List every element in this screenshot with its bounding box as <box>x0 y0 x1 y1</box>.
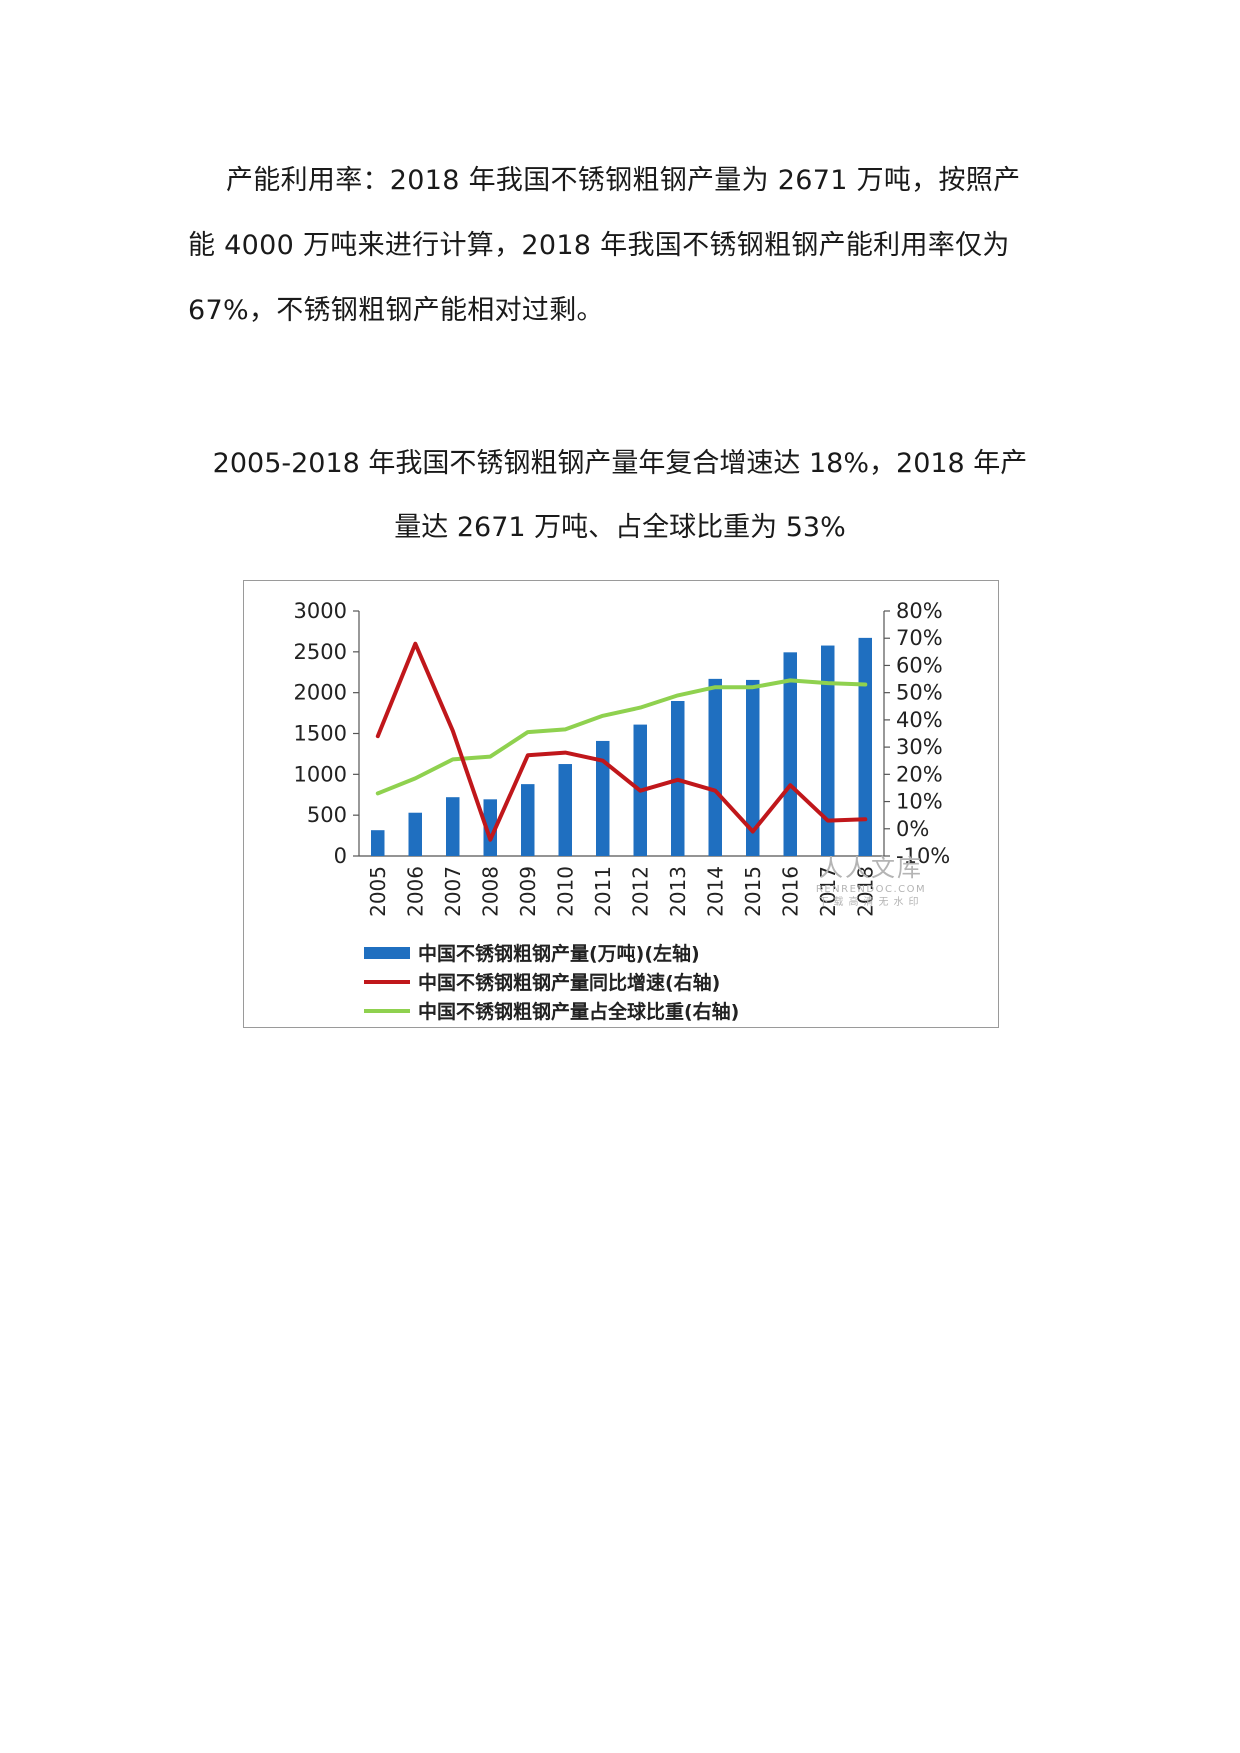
x-tick-label: 2011 <box>591 866 615 917</box>
bar <box>446 797 460 856</box>
x-tick-label: 2015 <box>741 866 765 917</box>
right-axis: -10% 0% 10% 20% 30% 40% 50% 60% 70% 80% <box>883 599 950 868</box>
x-tick-label: 2010 <box>553 866 577 917</box>
bar <box>371 830 385 856</box>
x-tick-label: 2006 <box>403 866 427 917</box>
legend-label: 中国不锈钢粗钢产量(万吨)(左轴) <box>418 942 700 965</box>
bar <box>821 645 835 856</box>
body-paragraph: 产能利用率：2018 年我国不锈钢粗钢产量为 2671 万吨，按照产 能 400… <box>188 148 1054 343</box>
x-tick-label: 2008 <box>478 866 502 917</box>
x-tick-label: 2017 <box>816 866 840 917</box>
left-tick-label: 3000 <box>294 599 347 623</box>
paragraph-line-2: 能 4000 万吨来进行计算，2018 年我国不锈钢粗钢产能利用率仅为 <box>188 230 1010 261</box>
right-tick-label: 60% <box>896 653 943 677</box>
right-tick-label: 40% <box>896 708 943 732</box>
x-tick-label: 2005 <box>366 866 390 917</box>
caption-line-1: 2005-2018 年我国不锈钢粗钢产量年复合增速达 18%，2018 年产 <box>212 448 1028 479</box>
legend-label: 中国不锈钢粗钢产量同比增速(右轴) <box>418 971 720 994</box>
x-tick-label: 2009 <box>516 866 540 917</box>
paragraph-line-1: 产能利用率：2018 年我国不锈钢粗钢产量为 2671 万吨，按照产 <box>226 165 1021 196</box>
right-tick-label: -10% <box>896 844 950 868</box>
right-tick-label: 50% <box>896 681 943 705</box>
right-tick-label: 20% <box>896 762 943 786</box>
x-tick-label: 2013 <box>666 866 690 917</box>
bar <box>858 637 872 856</box>
series-line <box>375 678 868 796</box>
left-tick-label: 2000 <box>294 681 347 705</box>
right-tick-label: 80% <box>896 599 943 623</box>
left-tick-label: 2500 <box>294 640 347 664</box>
bar <box>521 784 535 856</box>
x-axis-labels: 2005 2006 2007 2008 2009 2010 2011 2012 2013 2014… <box>366 866 878 917</box>
left-tick-label: 0 <box>334 844 347 868</box>
watermark: 人人文库 RENRENDOC.COM 下载高清无水印 <box>806 848 936 909</box>
bar <box>746 679 760 856</box>
caption-line-2: 量达 2671 万吨、占全球比重为 53% <box>394 512 846 543</box>
bar-series <box>371 637 872 856</box>
watermark-subtext: 下载高清无水印 <box>818 897 924 908</box>
bar <box>708 678 722 856</box>
right-tick-label: 10% <box>896 790 943 814</box>
chart-frame: 0 500 1000 1500 2000 2500 3000 -10% 0% 10% 20% 30%… <box>243 580 999 1028</box>
bar <box>408 812 422 856</box>
bar <box>558 764 572 856</box>
right-tick-label: 30% <box>896 735 943 759</box>
right-tick-label: 70% <box>896 626 943 650</box>
combo-chart: 0 500 1000 1500 2000 2500 3000 -10% 0% 10% 20% 30%… <box>294 599 951 1023</box>
x-tick-label: 2018 <box>853 866 877 917</box>
bar <box>596 740 610 856</box>
bar <box>483 799 497 856</box>
watermark-url: RENRENDOC.COM <box>815 884 927 895</box>
x-tick-label: 2016 <box>778 866 802 917</box>
right-tick-label: 0% <box>896 817 929 841</box>
legend-label: 中国不锈钢粗钢产量占全球比重(右轴) <box>418 1000 739 1023</box>
left-tick-label: 500 <box>307 803 347 827</box>
paragraph-line-3: 67%，不锈钢粗钢产能相对过剩。 <box>188 295 604 326</box>
line-series <box>375 641 868 842</box>
x-tick-label: 2007 <box>441 866 465 917</box>
left-axis: 0 500 1000 1500 2000 2500 3000 <box>294 599 884 868</box>
legend: 中国不锈钢粗钢产量(万吨)(左轴) 中国不锈钢粗钢产量同比增速(右轴) 中国不锈钢粗… <box>364 942 739 1023</box>
x-tick-label: 2014 <box>703 866 727 917</box>
left-tick-label: 1000 <box>294 762 347 786</box>
bar <box>783 652 797 856</box>
legend-swatch-bar <box>364 947 410 959</box>
watermark-logo-text: 人人文库 <box>819 854 923 882</box>
x-tick-label: 2012 <box>628 866 652 917</box>
figure-caption: 2005-2018 年我国不锈钢粗钢产量年复合增速达 18%，2018 年产 量… <box>150 432 1090 560</box>
left-tick-label: 1500 <box>294 722 347 746</box>
series-line <box>375 641 868 842</box>
